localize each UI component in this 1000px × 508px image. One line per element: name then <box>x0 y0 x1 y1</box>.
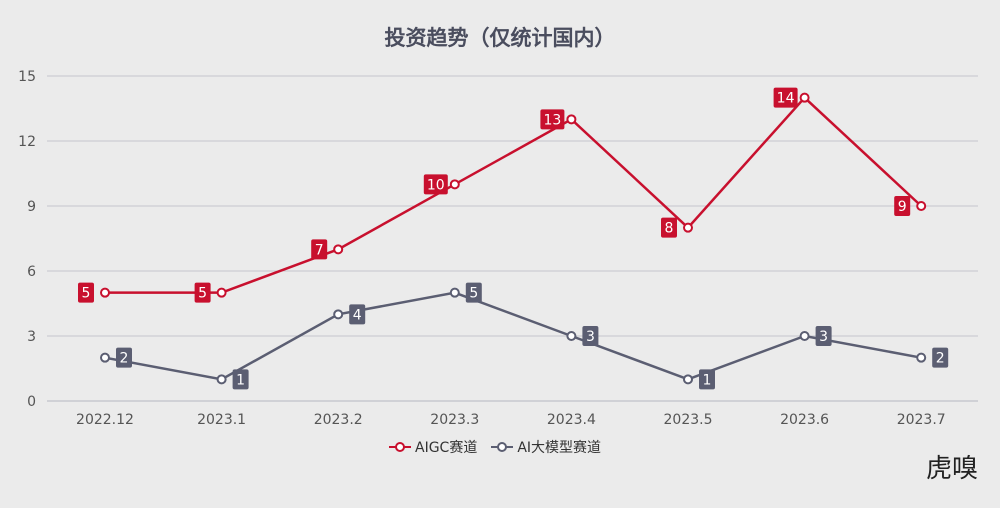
data-label-box <box>423 174 448 195</box>
data-label: 5 <box>469 286 478 302</box>
series-line <box>104 291 922 381</box>
data-label-box <box>661 217 677 238</box>
data-label-box <box>232 369 249 390</box>
y-tick-label: 9 <box>27 199 36 215</box>
data-label-box <box>540 109 565 130</box>
data-point <box>683 374 693 385</box>
legend-label: AI大模型赛道 <box>517 440 602 456</box>
data-label: 4 <box>353 307 362 323</box>
data-point <box>799 331 810 341</box>
data-label-box <box>582 326 599 346</box>
data-label: 9 <box>898 199 907 215</box>
data-label: 3 <box>819 329 828 345</box>
legend: AIGC赛道 AI大模型赛道 <box>389 437 601 457</box>
x-tick-label: 2023.4 <box>547 412 596 428</box>
data-label-box <box>349 304 366 325</box>
data-label: 13 <box>543 112 561 128</box>
data-point <box>216 374 227 385</box>
y-tick-label: 3 <box>27 329 36 345</box>
data-point <box>100 287 110 298</box>
data-label-box <box>932 347 949 368</box>
legend-item-aigc[interactable]: AIGC赛道 <box>389 437 477 457</box>
data-point <box>449 287 460 298</box>
data-label: 5 <box>198 286 207 302</box>
data-label: 3 <box>586 329 595 345</box>
data-label-box <box>116 347 132 368</box>
data-label: 14 <box>777 91 795 107</box>
x-tick-label: 2023.5 <box>664 412 713 428</box>
data-label: 10 <box>427 177 445 193</box>
data-point <box>333 309 344 320</box>
data-label-box <box>465 282 482 303</box>
chart-title: 投资趋势（仅统计国内） <box>384 26 616 50</box>
series-line <box>105 95 923 294</box>
data-point <box>100 352 110 363</box>
data-label: 8 <box>665 221 674 237</box>
x-tick-label: 2023.7 <box>897 412 946 428</box>
data-point <box>333 244 344 255</box>
x-tick-label: 2023.3 <box>430 412 479 428</box>
data-label: 2 <box>120 351 129 367</box>
data-point <box>916 352 927 363</box>
data-point <box>449 179 460 190</box>
y-tick-label: 15 <box>18 69 36 85</box>
legend-item-ai-model[interactable]: AI大模型赛道 <box>491 437 601 457</box>
data-label: 1 <box>703 372 712 388</box>
data-point <box>216 287 227 298</box>
data-label: 5 <box>82 286 91 302</box>
x-tick-label: 2022.12 <box>76 412 134 428</box>
data-label-box <box>311 239 328 260</box>
data-point <box>566 114 577 125</box>
data-label-box <box>194 282 211 303</box>
data-label-box <box>773 87 798 108</box>
x-tick-label: 2023.2 <box>314 412 363 428</box>
y-tick-label: 6 <box>27 264 36 280</box>
logo: 虎嗅 <box>926 454 979 484</box>
x-tick-label: 2023.1 <box>197 412 246 428</box>
data-label-box <box>894 196 911 216</box>
data-point <box>566 331 577 341</box>
legend-marker-icon <box>389 442 411 452</box>
data-point <box>799 92 810 103</box>
data-label: 7 <box>315 242 324 258</box>
y-tick-label: 12 <box>18 134 36 150</box>
data-label: 1 <box>236 372 245 388</box>
x-tick-label: 2023.6 <box>780 412 829 428</box>
data-label-box <box>78 282 94 303</box>
data-label: 2 <box>936 351 945 367</box>
legend-marker-icon <box>491 442 514 452</box>
data-label-box <box>815 326 832 346</box>
data-point <box>683 222 693 233</box>
data-point <box>916 201 927 211</box>
legend-label: AIGC赛道 <box>415 440 478 456</box>
data-label-box <box>699 369 715 390</box>
y-tick-label: 0 <box>27 394 36 410</box>
